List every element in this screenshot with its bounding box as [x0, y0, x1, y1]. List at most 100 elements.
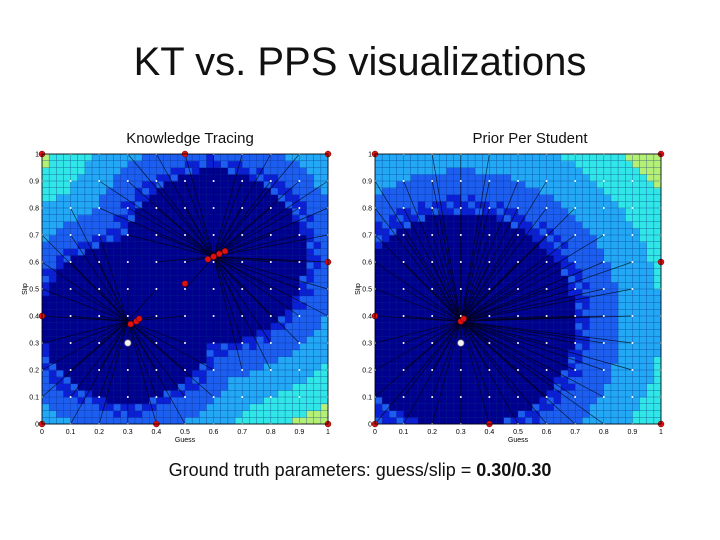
heat-cell — [49, 282, 57, 290]
heat-cell — [235, 349, 243, 357]
trajectory-line — [41, 315, 128, 322]
heat-cell — [417, 167, 426, 175]
heat-cell — [603, 410, 612, 418]
y-tick-label: 0.2 — [362, 368, 372, 375]
heat-cell — [510, 282, 519, 290]
heat-cell — [403, 417, 412, 425]
heat-cell — [560, 343, 569, 351]
trajectory-line — [460, 180, 490, 322]
trajectory-line — [70, 288, 128, 322]
heat-cell — [156, 167, 164, 175]
heat-cell — [256, 208, 265, 216]
heat-cell — [532, 154, 540, 162]
heat-cell — [389, 302, 397, 310]
heat-cell — [56, 417, 64, 425]
heat-cell — [646, 174, 655, 182]
y-tick-label: 0.9 — [362, 179, 372, 186]
start-point — [126, 234, 129, 236]
heat-cell — [220, 376, 229, 384]
heat-cell — [446, 417, 455, 425]
heat-cell — [396, 194, 404, 202]
heat-cell — [539, 282, 547, 290]
heat-cell — [460, 390, 469, 398]
heat-cell — [582, 167, 590, 175]
heat-cell — [299, 194, 307, 202]
trajectory-line — [403, 321, 462, 371]
start-point — [545, 207, 548, 209]
heat-cell — [99, 356, 107, 364]
heat-cell — [213, 174, 222, 182]
heat-cell — [277, 390, 286, 398]
heat-cell — [213, 201, 222, 209]
heat-cell — [242, 268, 250, 276]
heat-cell — [170, 221, 179, 229]
heat-cell — [482, 181, 490, 189]
heat-cell — [525, 160, 533, 168]
heat-cell — [192, 417, 200, 425]
trajectory-line — [460, 261, 633, 322]
heat-cell — [482, 154, 490, 162]
heat-cell — [63, 289, 71, 297]
trajectory-line — [460, 321, 633, 344]
start-point — [631, 288, 634, 290]
heat-cell — [375, 376, 383, 384]
heat-cell — [320, 241, 329, 249]
heat-cell — [618, 235, 626, 243]
heat-cell — [227, 275, 236, 283]
heat-cell — [320, 370, 329, 378]
heat-cell — [467, 248, 476, 256]
heat-cell — [439, 329, 447, 337]
start-point — [631, 315, 634, 317]
heat-cell — [625, 383, 633, 391]
heat-cell — [417, 289, 426, 297]
heat-cell — [63, 154, 71, 162]
start-point — [212, 288, 215, 290]
heat-cell — [256, 336, 265, 344]
heat-cell — [518, 363, 526, 371]
x-tick-label: 0.4 — [485, 429, 495, 436]
heat-cell — [646, 255, 655, 263]
heat-cell — [299, 167, 307, 175]
start-point — [459, 180, 462, 182]
heat-cell — [213, 241, 222, 249]
heat-cell — [156, 282, 164, 290]
heat-cell — [625, 282, 633, 290]
heat-cell — [185, 221, 193, 229]
heat-cell — [185, 322, 193, 330]
heat-cell — [177, 268, 186, 276]
heat-cell — [403, 160, 412, 168]
heat-cell — [270, 309, 279, 317]
heat-cell — [299, 322, 307, 330]
heat-cell — [403, 201, 412, 209]
heat-cell — [320, 248, 329, 256]
heat-cell — [134, 349, 143, 357]
heat-cell — [560, 154, 569, 162]
heat-cell — [632, 255, 640, 263]
heat-cell — [42, 174, 50, 182]
heat-cell — [177, 403, 186, 411]
heat-cell — [568, 221, 576, 229]
heat-cell — [646, 228, 655, 236]
heat-cell — [120, 174, 129, 182]
heat-cell — [446, 383, 455, 391]
heat-cell — [320, 208, 329, 216]
heat-cell — [206, 275, 214, 283]
heat-cell — [503, 255, 512, 263]
heat-cell — [625, 187, 633, 195]
heat-cell — [49, 235, 57, 243]
heat-cell — [618, 376, 626, 384]
heat-cell — [127, 289, 136, 297]
heat-cell — [518, 397, 526, 405]
heat-cell — [285, 316, 293, 324]
heat-cell — [410, 397, 419, 405]
heat-cell — [646, 343, 655, 351]
heat-cell — [306, 275, 315, 283]
heat-cell — [382, 221, 390, 229]
heat-cell — [235, 241, 243, 249]
heat-cell — [113, 262, 122, 270]
heat-cell — [510, 417, 519, 425]
heat-cell — [63, 282, 71, 290]
heat-cell — [149, 208, 157, 216]
heat-cell — [596, 241, 605, 249]
heat-cell — [56, 181, 64, 189]
